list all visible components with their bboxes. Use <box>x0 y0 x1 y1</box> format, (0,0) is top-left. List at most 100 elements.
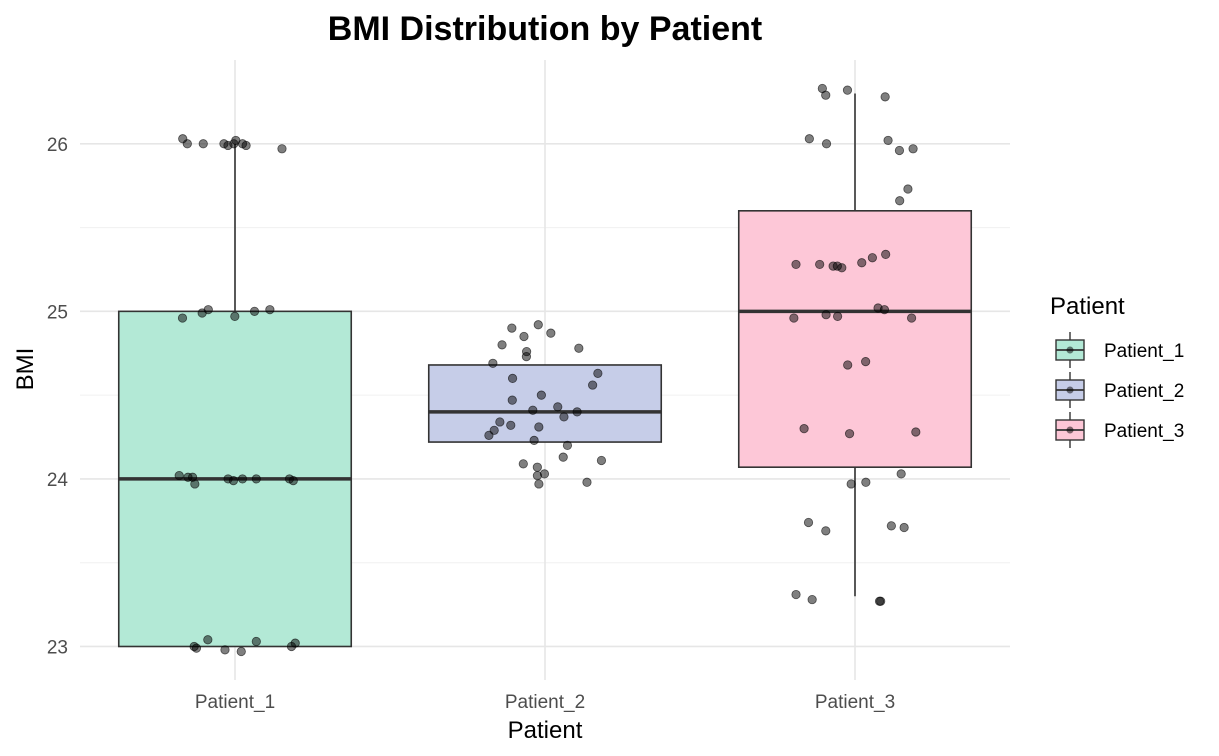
data-point <box>880 92 890 102</box>
data-point <box>528 405 538 415</box>
data-point <box>506 420 516 430</box>
data-point <box>507 395 517 405</box>
y-tick-label: 25 <box>47 302 68 323</box>
data-point <box>553 402 563 412</box>
data-point <box>895 196 905 206</box>
data-point <box>899 522 909 533</box>
data-point <box>230 311 240 321</box>
data-point <box>497 340 507 350</box>
data-point <box>843 360 853 370</box>
data-point <box>821 310 831 320</box>
data-point <box>815 259 825 270</box>
box-body <box>427 364 663 443</box>
data-point <box>174 470 184 481</box>
data-point <box>190 479 200 489</box>
data-point <box>861 357 871 367</box>
legend: Patient Patient_1 Patient_2 Patient_3 <box>1050 293 1184 448</box>
data-point <box>183 472 193 482</box>
data-point <box>833 311 843 321</box>
data-point <box>249 306 260 316</box>
x-tick-label: Patient_1 <box>195 692 275 713</box>
data-point <box>582 477 592 487</box>
data-point <box>559 412 569 422</box>
data-point <box>484 430 494 440</box>
data-point <box>251 636 261 647</box>
data-point <box>203 635 213 645</box>
data-point <box>518 459 528 469</box>
data-point <box>789 313 799 323</box>
data-point <box>534 422 544 432</box>
data-point <box>574 343 584 353</box>
legend-point <box>1066 346 1074 354</box>
data-point <box>837 263 847 273</box>
data-point <box>596 455 607 466</box>
data-point <box>593 368 603 378</box>
data-point <box>534 479 544 489</box>
data-point <box>821 139 832 149</box>
data-point <box>529 435 539 445</box>
data-point <box>558 452 568 462</box>
legend-title: Patient <box>1050 293 1125 320</box>
legend-label: Patient_1 <box>1104 341 1184 362</box>
y-tick-label: 24 <box>47 470 69 491</box>
data-point <box>536 390 546 400</box>
data-point <box>178 134 188 144</box>
x-axis-ticks: Patient_1 Patient_2 Patient_3 <box>195 692 895 713</box>
box-patient_3 <box>737 93 973 597</box>
legend-item-patient_3: Patient_3 <box>1055 412 1184 448</box>
data-point <box>886 521 896 531</box>
legend-point <box>1066 386 1074 394</box>
data-point <box>908 144 918 154</box>
data-point <box>223 474 233 484</box>
data-point <box>495 417 505 427</box>
data-point <box>189 641 199 652</box>
y-tick-label: 23 <box>47 637 68 658</box>
x-axis-title: Patient <box>508 717 583 744</box>
data-point <box>237 474 248 484</box>
legend-item-patient_2: Patient_2 <box>1055 372 1184 408</box>
data-point <box>277 144 287 154</box>
data-point <box>219 139 229 149</box>
data-point <box>572 407 582 417</box>
x-tick-label: Patient_2 <box>505 692 585 713</box>
data-point <box>911 427 921 437</box>
data-point <box>532 462 542 472</box>
data-point <box>791 589 801 600</box>
data-point <box>803 517 814 528</box>
data-point <box>533 320 543 330</box>
legend-item-patient_1: Patient_1 <box>1055 332 1184 368</box>
box-body <box>737 210 973 468</box>
data-point <box>507 373 518 383</box>
data-point <box>894 145 905 156</box>
data-point <box>521 351 532 362</box>
legend-label: Patient_2 <box>1104 381 1184 402</box>
data-point <box>251 474 261 484</box>
data-point <box>844 429 855 439</box>
data-point <box>288 475 298 486</box>
data-point <box>588 380 598 390</box>
data-point <box>532 470 543 481</box>
data-point <box>198 139 208 149</box>
y-tick-label: 26 <box>47 135 68 156</box>
data-point <box>906 313 917 323</box>
data-point <box>857 258 867 268</box>
y-axis-title: BMI <box>12 348 39 391</box>
data-point <box>231 135 241 146</box>
data-points <box>174 83 921 657</box>
data-point <box>236 646 246 657</box>
data-point <box>177 313 188 323</box>
legend-point <box>1066 426 1074 434</box>
legend-label: Patient_3 <box>1104 421 1184 442</box>
data-point <box>867 253 877 263</box>
data-point <box>842 85 853 95</box>
box-patient_1 <box>117 143 353 648</box>
data-point <box>881 249 891 259</box>
data-point <box>903 184 913 194</box>
data-point <box>804 134 814 144</box>
data-point <box>507 323 517 333</box>
data-point <box>861 477 871 487</box>
data-point <box>197 308 207 318</box>
data-point <box>896 469 906 479</box>
data-point <box>883 135 893 146</box>
